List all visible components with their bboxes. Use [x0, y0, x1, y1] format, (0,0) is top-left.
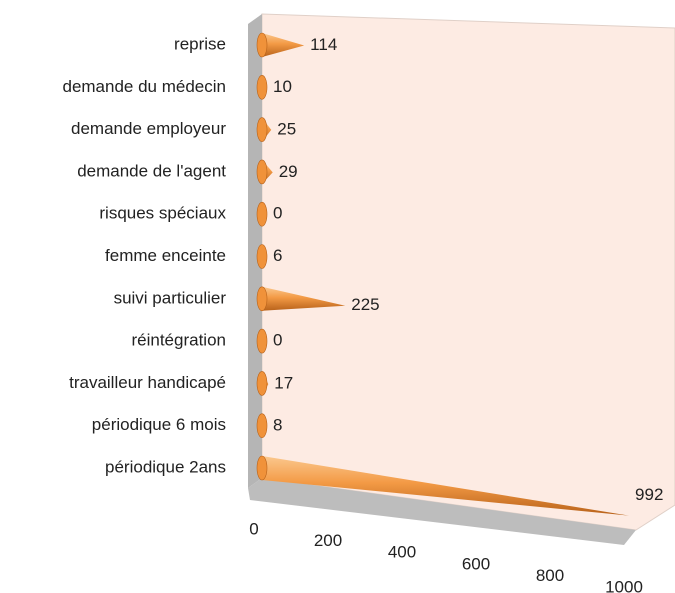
cone: [256, 455, 630, 516]
cone-base: [256, 32, 268, 58]
cone: [256, 32, 305, 58]
cone: [256, 371, 269, 396]
x-tick-label: 800: [536, 566, 564, 585]
cone-base: [256, 413, 268, 439]
value-label: 8: [273, 416, 282, 435]
cone: [256, 286, 346, 312]
cone: [256, 117, 272, 142]
floor: [248, 478, 636, 545]
cone-body: [262, 456, 630, 516]
y-tick-label: demande employeur: [71, 119, 226, 138]
cone-base: [256, 455, 268, 481]
back-wall: [261, 13, 675, 531]
cone-base: [256, 328, 268, 354]
value-label: 992: [635, 485, 663, 504]
cone: [256, 75, 268, 100]
cone-base: [256, 75, 268, 100]
cone: [256, 413, 268, 439]
y-tick-label: demande du médecin: [62, 77, 226, 96]
value-label: 29: [279, 162, 298, 181]
y-tick-label: suivi particulier: [114, 288, 227, 307]
y-tick-label: risques spéciaux: [99, 204, 226, 223]
y-tick-label: périodique 2ans: [105, 457, 226, 476]
cone: [256, 328, 268, 354]
x-tick-label: 200: [314, 531, 342, 550]
value-label: 17: [274, 374, 293, 393]
cone-base: [256, 244, 268, 269]
cone: [256, 159, 273, 185]
cone: [256, 201, 268, 227]
cone-base: [256, 286, 268, 312]
cone-body: [262, 33, 305, 57]
y-tick-label: femme enceinte: [105, 246, 226, 265]
x-tick-label: 1000: [605, 577, 643, 593]
x-tick-label: 0: [249, 519, 258, 538]
y-tick-label: réintégration: [131, 331, 226, 350]
value-label: 114: [310, 35, 337, 54]
cone-base: [256, 117, 268, 142]
x-tick-label: 600: [462, 554, 490, 573]
y-tick-label: demande de l'agent: [77, 161, 226, 180]
cone: [256, 244, 268, 269]
cone-base: [256, 371, 268, 396]
value-label: 6: [273, 246, 282, 265]
value-label: 225: [351, 295, 379, 314]
value-label: 0: [273, 204, 282, 223]
value-label: 0: [273, 331, 282, 350]
y-tick-label: travailleur handicapé: [69, 373, 226, 392]
cone-base: [256, 201, 268, 227]
cone-base: [256, 159, 268, 185]
y-tick-label: reprise: [174, 34, 226, 53]
y-tick-label: périodique 6 mois: [92, 415, 226, 434]
x-tick-label: 400: [388, 543, 416, 562]
cone-body: [262, 286, 346, 311]
value-label: 10: [273, 77, 292, 96]
value-label: 25: [277, 119, 296, 138]
